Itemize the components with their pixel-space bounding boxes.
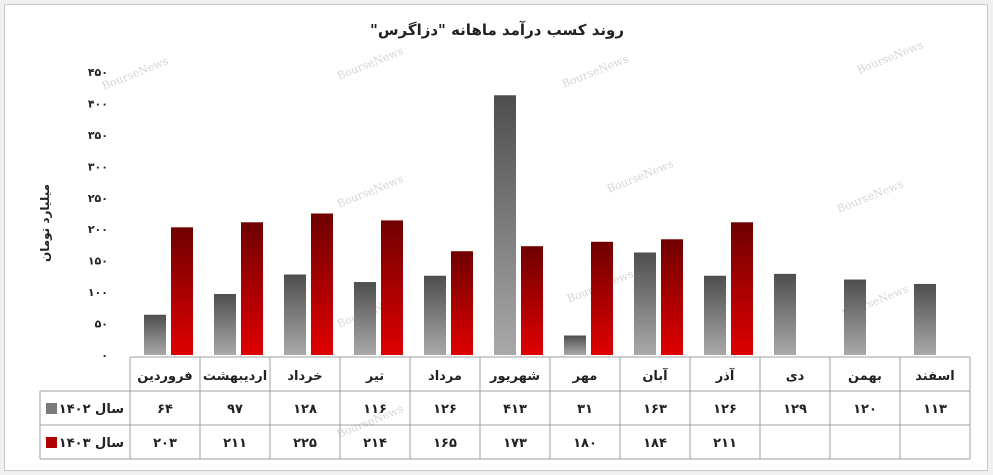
bar xyxy=(214,293,236,355)
data-label: ۱۲۶ xyxy=(433,402,457,417)
bar xyxy=(731,222,753,355)
y-axis: ۰ ۵۰ ۱۰۰ ۱۵۰ ۲۰۰ ۲۵۰ ۳۰۰ ۳۵۰ ۴۰۰ ۴۵۰ xyxy=(88,66,108,362)
data-label: ۱۸۴ xyxy=(643,436,667,451)
bar xyxy=(424,275,446,355)
bar xyxy=(661,239,683,355)
y-tick-label: ۴۰۰ xyxy=(88,97,108,110)
category-label: تیر xyxy=(365,369,384,384)
y-tick-label: ۳۰۰ xyxy=(88,160,108,173)
series-name: سال ۱۴۰۳ xyxy=(59,436,124,451)
legend-swatch xyxy=(46,437,57,448)
legend-swatch xyxy=(46,403,57,414)
y-tick-label: ۳۵۰ xyxy=(88,129,108,142)
category-label: شهریور xyxy=(489,369,540,384)
bar xyxy=(171,227,193,355)
category-label: اردیبهشت xyxy=(203,369,267,384)
data-label: ۱۸۰ xyxy=(573,436,597,451)
bar xyxy=(311,213,333,355)
bar xyxy=(451,251,473,355)
data-label: ۱۲۶ xyxy=(713,402,737,417)
y-tick-label: ۲۵۰ xyxy=(88,192,108,205)
data-label: ۱۲۸ xyxy=(293,402,317,417)
bar xyxy=(241,222,263,355)
category-label: دی xyxy=(786,369,805,384)
series-name: سال ۱۴۰۲ xyxy=(59,402,124,417)
category-label: فروردین xyxy=(137,369,192,384)
data-label: ۲۱۱ xyxy=(223,436,247,451)
bar xyxy=(521,246,543,355)
y-tick-label: ۴۵۰ xyxy=(88,66,108,79)
data-label: ۶۴ xyxy=(157,402,173,417)
data-label: ۲۰۳ xyxy=(153,436,177,451)
data-label: ۳۱ xyxy=(577,402,593,417)
data-label: ۱۶۵ xyxy=(433,436,457,451)
bar xyxy=(634,252,656,355)
y-tick-label: ۱۵۰ xyxy=(88,255,108,268)
data-label: ۲۱۴ xyxy=(363,436,387,451)
bar xyxy=(144,314,166,355)
bar xyxy=(564,335,586,355)
y-tick-label: ۲۰۰ xyxy=(88,223,108,236)
chart-title: روند کسب درآمد ماهانه "دزاگرس" xyxy=(370,21,624,39)
chart-svg: ۰ ۵۰ ۱۰۰ ۱۵۰ ۲۰۰ ۲۵۰ ۳۰۰ ۳۵۰ ۴۰۰ ۴۵۰ فروردین اردیب… xyxy=(39,66,971,460)
data-label: ۴۱۳ xyxy=(503,402,527,417)
data-label: ۱۲۹ xyxy=(783,402,807,417)
category-label: خرداد xyxy=(287,369,322,384)
category-label: مهر xyxy=(572,369,598,384)
data-label: ۱۶۳ xyxy=(643,402,667,417)
bar xyxy=(591,241,613,355)
category-label: آذر xyxy=(715,367,735,384)
category-label: مرداد xyxy=(428,369,462,384)
data-label: ۲۱۱ xyxy=(713,436,737,451)
data-label: ۲۲۵ xyxy=(293,436,317,451)
data-label: ۹۷ xyxy=(227,402,243,417)
y-tick-label: ۰ xyxy=(101,349,108,362)
y-tick-label: ۱۰۰ xyxy=(88,286,108,299)
bar xyxy=(494,95,516,355)
category-label: اسفند xyxy=(915,369,954,384)
category-label: بهمن xyxy=(848,369,882,384)
bar xyxy=(844,279,866,355)
bar xyxy=(704,275,726,355)
bar xyxy=(354,282,376,355)
bars-group xyxy=(144,95,936,355)
chart-frame: روند کسب درآمد ماهانه "دزاگرس" میلیارد ت… xyxy=(4,4,988,471)
data-label: ۱۲۰ xyxy=(853,402,877,417)
y-tick-label: ۵۰ xyxy=(95,318,108,331)
bar xyxy=(284,274,306,355)
category-label: آبان xyxy=(642,367,668,384)
data-table: فروردین اردیبهشت خرداد تیر مرداد شهریور مهر آبا… xyxy=(39,356,971,460)
bar xyxy=(914,283,936,355)
data-label: ۱۱۳ xyxy=(923,402,947,417)
data-label: ۱۱۶ xyxy=(363,402,387,417)
bar xyxy=(774,273,796,355)
data-label: ۱۷۳ xyxy=(503,436,527,451)
bar xyxy=(381,220,403,355)
